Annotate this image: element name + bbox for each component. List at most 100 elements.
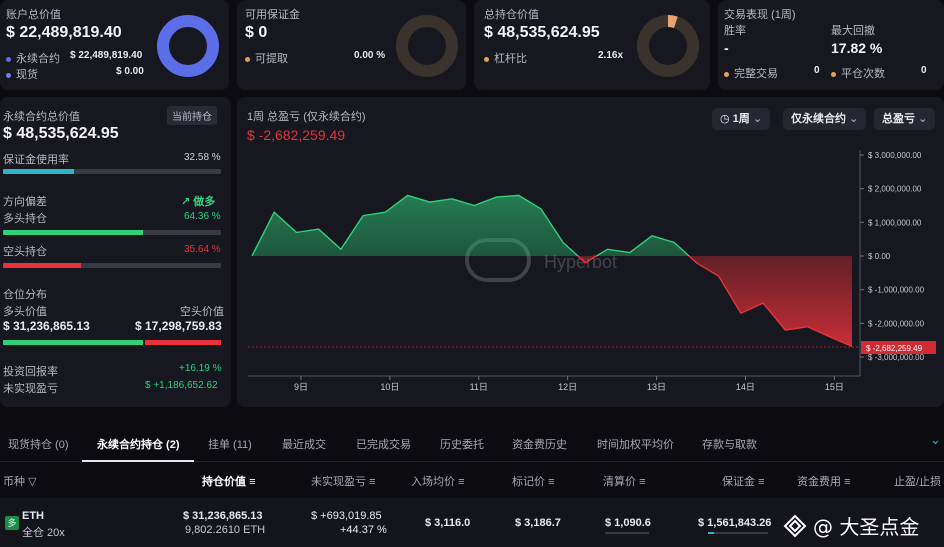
tab-order-history[interactable]: 历史委托 <box>440 439 484 451</box>
margin-usage-bar <box>3 169 221 174</box>
drawdown-label: 最大回撤 <box>831 25 875 37</box>
col-entry-price[interactable]: 入场均价 ≡ <box>411 473 464 489</box>
short-amount: $ 17,298,759.83 <box>135 319 222 333</box>
sort-icon: ≡ <box>458 476 465 488</box>
sort-icon: ≡ <box>548 476 555 488</box>
upnl-pct-cell: +44.37 % <box>340 524 387 536</box>
leverage-row: 杠杆比 <box>484 50 527 66</box>
margin-ratio-fill <box>708 532 714 534</box>
col-margin[interactable]: 保证金 ≡ <box>722 473 764 489</box>
unrealized-pnl-value: $ +1,186,652.62 <box>145 380 218 391</box>
direction-text: 做多 <box>193 196 216 208</box>
col-position-value[interactable]: 持仓价值 ≡ <box>202 473 255 489</box>
margin-title: 可用保证金 <box>245 9 300 21</box>
performance-card: 交易表现 (1周) 胜率 - 最大回撤 17.82 % 完整交易 0 平仓次数 … <box>718 0 944 90</box>
position-donut <box>637 15 699 77</box>
margin-ratio-bar <box>708 532 768 534</box>
tabs-collapse-icon[interactable]: ⌄ <box>930 432 941 447</box>
tab-recent-trades[interactable]: 最近成交 <box>282 439 326 451</box>
completed-label: 完整交易 <box>734 68 778 80</box>
col-liq-price[interactable]: 清算价 ≡ <box>603 473 645 489</box>
roi-label: 投资回报率 <box>3 366 58 378</box>
short-value-label: 空头价值 <box>180 306 224 318</box>
pnl-chart-panel: 1周 总盈亏 (仅永续合约) $ -2,682,259.49 ◷ 1周 ⌄ 仅永… <box>237 97 944 407</box>
close-value: 0 <box>921 65 927 76</box>
liq-price-cell: $ 1,090.6 <box>605 517 651 529</box>
long-position-value: 64.36 % <box>184 211 221 222</box>
metric-dropdown[interactable]: 总盈亏 ⌄ <box>874 108 936 130</box>
period-dropdown[interactable]: ◷ 1周 ⌄ <box>712 108 771 130</box>
tab-spot-positions[interactable]: 现货持仓 (0) <box>8 439 69 451</box>
long-side-badge: 多 <box>5 516 19 530</box>
tab-open-orders[interactable]: 挂单 (11) <box>208 439 252 451</box>
unrealized-pnl-label: 未实现盈亏 <box>3 383 58 395</box>
leverage-value: 2.16x <box>598 50 624 61</box>
position-title: 总持仓价值 <box>484 9 539 21</box>
close-count-row: 平仓次数 <box>831 65 885 81</box>
spot-dot <box>6 72 11 78</box>
distribution-long-fill <box>3 340 144 345</box>
withdrawable-label: 可提取 <box>255 53 288 65</box>
perp-value: $ 22,489,819.40 <box>70 50 143 61</box>
drawdown-value: 17.82 % <box>831 40 883 56</box>
brand-text: @ 大圣点金 <box>813 515 920 539</box>
tab-bar <box>0 418 944 462</box>
account-value-card: 账户总价值 $ 22,489,819.40 永续合约 $ 22,489,819.… <box>0 0 229 90</box>
margin-usage-label: 保证金使用率 <box>3 154 69 166</box>
spot-label: 现货 <box>16 69 38 81</box>
tab-funding-history[interactable]: 资金费历史 <box>512 439 567 451</box>
long-value-label: 多头价值 <box>3 306 47 318</box>
long-position-bar <box>3 230 221 235</box>
short-position-fill <box>3 263 81 268</box>
position-value: $ 48,535,624.95 <box>484 24 600 41</box>
col-mark-price[interactable]: 标记价 ≡ <box>512 473 554 489</box>
tab-twap[interactable]: 时间加权平均价 <box>597 439 674 451</box>
perp-summary-panel: 永续合约总价值 当前持仓 $ 48,535,624.95 保证金使用率 32.5… <box>0 97 231 407</box>
tab-deposits-withdrawals[interactable]: 存款与取款 <box>702 439 757 451</box>
direction-label: 方向偏差 <box>3 196 47 208</box>
col-unrealized-pnl[interactable]: 未实现盈亏 ≡ <box>311 473 375 489</box>
trend-up-icon: ↗ <box>181 196 191 208</box>
chart-title: 1周 总盈亏 (仅永续合约) <box>247 111 366 123</box>
clock-icon: ◷ <box>720 113 730 125</box>
close-label: 平仓次数 <box>841 68 885 80</box>
col-funding[interactable]: 资金费用 ≡ <box>797 473 850 489</box>
long-position-label: 多头持仓 <box>3 213 47 225</box>
completed-dot <box>724 71 729 77</box>
entry-price-cell: $ 3,116.0 <box>425 517 471 529</box>
col-coin-label: 币种 <box>3 476 25 488</box>
perf-title: 交易表现 (1周) <box>724 9 796 21</box>
account-value: $ 22,489,819.40 <box>6 24 122 41</box>
current-position-badge[interactable]: 当前持仓 <box>167 106 217 125</box>
short-position-label: 空头持仓 <box>3 246 47 258</box>
margin-donut <box>396 15 458 77</box>
chart-pnl-value: $ -2,682,259.49 <box>247 127 346 143</box>
col-position-value-label: 持仓价值 <box>202 476 246 488</box>
withdrawable-dot <box>245 56 250 62</box>
col-entry-label: 入场均价 <box>411 476 455 488</box>
sort-icon: ≡ <box>369 476 376 488</box>
filter-dropdown[interactable]: 仅永续合约 ⌄ <box>783 108 867 130</box>
roi-value: +16.19 % <box>179 363 222 374</box>
chevron-down-icon: ⌄ <box>752 113 763 125</box>
winrate-label: 胜率 <box>724 25 746 37</box>
chevron-down-icon: ⌄ <box>918 113 928 125</box>
short-position-value: 35.64 % <box>184 244 221 255</box>
upnl-cell: $ +693,019.85 <box>311 510 382 522</box>
col-coin[interactable]: 币种 ▽ <box>3 473 37 489</box>
coin-name[interactable]: ETH <box>22 510 44 522</box>
perp-dot <box>6 56 11 62</box>
completed-value: 0 <box>814 65 820 76</box>
margin-cell: $ 1,561,843.26 <box>698 517 772 529</box>
col-tpsl: 止盈/止损 <box>894 476 942 488</box>
account-value-title: 账户总价值 <box>6 9 61 21</box>
tab-perp-positions[interactable]: 永续合约持仓 (2) <box>97 439 180 451</box>
diamond-logo-icon <box>783 514 807 537</box>
perp-total-value: $ 48,535,624.95 <box>3 125 119 142</box>
tab-completed-trades[interactable]: 已完成交易 <box>356 439 411 451</box>
mark-price-cell: $ 3,186.7 <box>515 517 561 529</box>
filter-label: 仅永续合约 <box>791 113 846 125</box>
winrate-value: - <box>724 40 729 56</box>
filter-icon[interactable]: ▽ <box>28 476 37 488</box>
direction-value: ↗ 做多 <box>181 193 215 209</box>
